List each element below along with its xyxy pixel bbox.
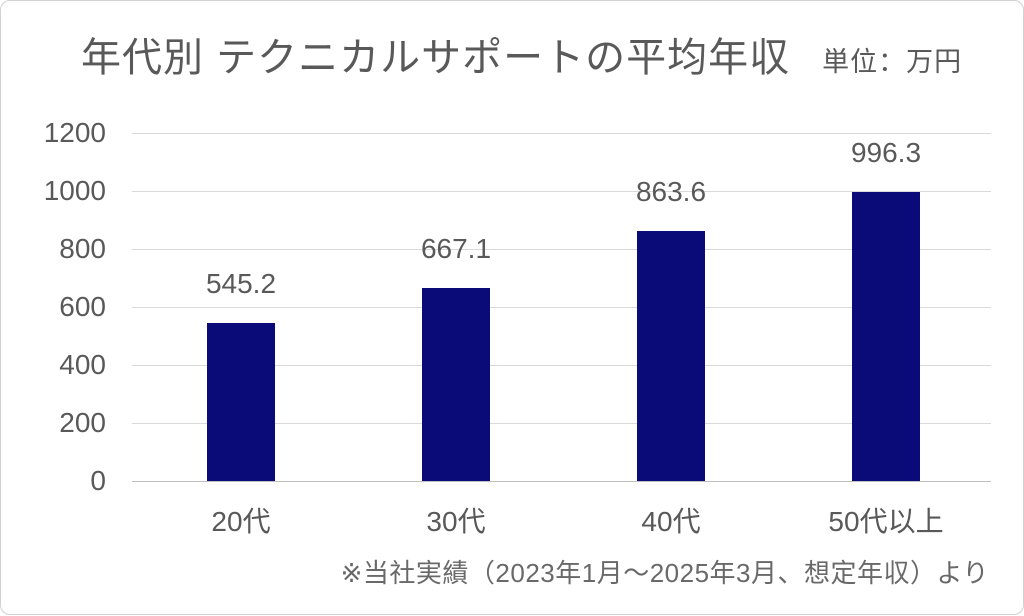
gridline-800	[132, 249, 991, 250]
gridline-200	[132, 423, 991, 424]
bar-30代	[422, 288, 490, 481]
unit-label: 単位：万円	[822, 47, 963, 77]
bar-50代以上	[852, 192, 920, 481]
bar-value-label: 863.6	[635, 176, 707, 207]
gridline-1200	[132, 133, 991, 134]
gridline-1000	[132, 191, 991, 192]
y-axis-tick-label: 1200	[43, 117, 106, 148]
x-axis-category-label: 30代	[426, 506, 486, 537]
y-axis-tick-label: 400	[59, 349, 106, 380]
gridline-400	[132, 365, 991, 366]
chart-title: 年代別 テクニカルサポートの平均年収	[81, 36, 791, 80]
bar-40代	[637, 231, 705, 481]
bar-value-label: 996.3	[850, 137, 922, 168]
source-note: ※当社実績（2023年1月～2025年3月、想定年収）より	[340, 558, 989, 588]
y-axis-tick-label: 0	[90, 465, 106, 496]
x-axis-category-label: 40代	[641, 506, 701, 537]
y-axis-tick-label: 800	[59, 233, 106, 264]
x-axis-category-label: 50代以上	[828, 506, 944, 537]
y-axis-tick-label: 600	[59, 291, 106, 322]
y-axis-tick-label: 1000	[43, 175, 106, 206]
y-axis-tick-label: 200	[59, 407, 106, 438]
x-axis-line	[132, 481, 991, 482]
bar-value-label: 545.2	[205, 268, 277, 299]
chart-header: 年代別 テクニカルサポートの平均年収 単位：万円	[81, 25, 962, 83]
gridline-600	[132, 307, 991, 308]
bar-value-label: 667.1	[420, 233, 492, 264]
bar-20代	[207, 323, 275, 481]
x-axis-category-label: 20代	[211, 506, 271, 537]
